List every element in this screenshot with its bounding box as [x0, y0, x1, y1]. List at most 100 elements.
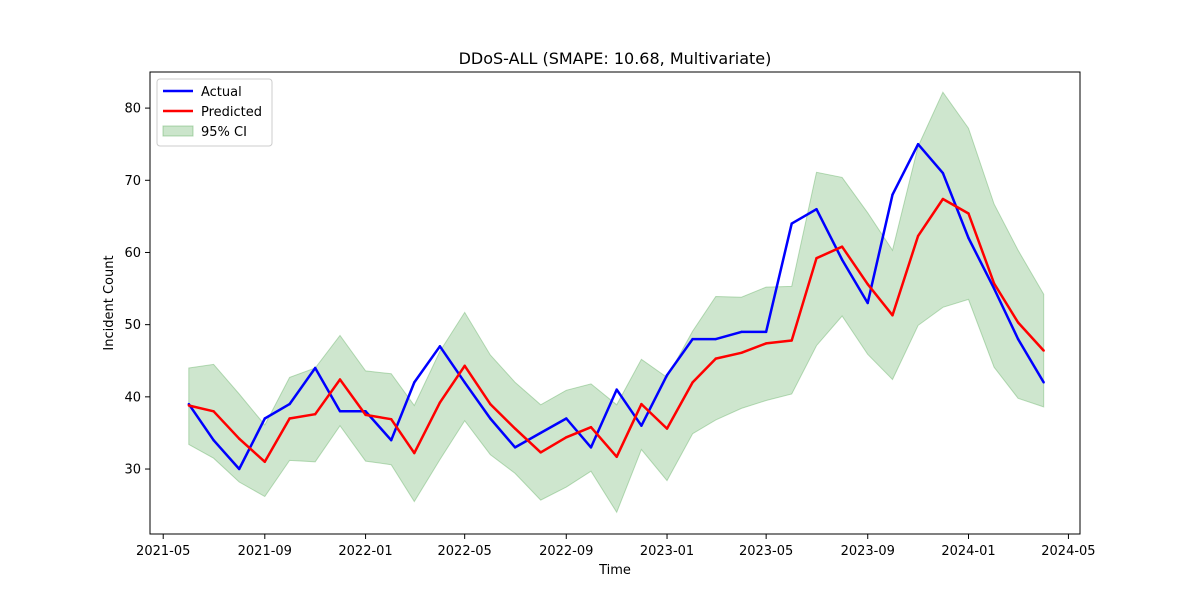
data-point-actual [640, 424, 643, 427]
data-point-actual [815, 208, 818, 211]
data-point-predicted [992, 282, 996, 285]
series-points-actual [187, 143, 1045, 471]
data-point-actual [565, 417, 568, 420]
data-point-predicted [764, 342, 768, 345]
data-point-predicted [539, 451, 542, 454]
data-point-predicted [1016, 321, 1020, 324]
x-tick-label: 2023-05 [739, 544, 793, 559]
y-axis-label: Incident Count [102, 255, 117, 350]
x-tick-label: 2024-05 [1041, 544, 1095, 559]
data-point-predicted [815, 257, 818, 260]
data-point-predicted [314, 413, 317, 416]
data-point-predicted [665, 427, 669, 430]
data-point-predicted [390, 418, 393, 421]
data-point-predicted [691, 381, 694, 384]
data-point-predicted [1042, 349, 1045, 352]
data-point-predicted [513, 427, 517, 430]
x-tick-label: 2022-05 [438, 544, 492, 559]
x-axis-label: Time [598, 563, 631, 578]
data-point-predicted [413, 451, 416, 455]
data-point-actual [438, 345, 442, 348]
x-tick-label: 2023-09 [841, 544, 895, 559]
data-point-predicted [187, 404, 190, 407]
data-point-actual [615, 388, 618, 391]
data-point-predicted [916, 234, 920, 238]
data-point-predicted [891, 314, 894, 317]
data-point-actual [238, 467, 241, 471]
data-point-actual [489, 417, 492, 420]
y-tick-label: 80 [124, 102, 141, 117]
data-point-actual [714, 337, 717, 341]
series-points-predicted [187, 197, 1045, 463]
data-point-actual [589, 446, 593, 449]
data-point-predicted [589, 426, 593, 429]
data-point-actual [288, 402, 291, 406]
x-tick-label: 2021-05 [136, 544, 190, 559]
data-point-predicted [288, 417, 291, 420]
data-point-actual [314, 366, 317, 370]
data-point-actual [992, 287, 996, 290]
data-point-actual [1042, 381, 1045, 384]
plot-frame [149, 71, 1081, 535]
data-point-predicted [790, 339, 793, 342]
data-point-predicted [615, 455, 618, 458]
data-point-predicted [714, 357, 717, 360]
y-tick-label: 70 [124, 174, 141, 189]
y-tick-label: 30 [124, 463, 141, 478]
data-point-predicted [364, 413, 367, 417]
data-point-actual [840, 258, 844, 261]
data-point-actual [513, 446, 517, 449]
data-point-actual [916, 143, 920, 146]
chart-title: DDoS-ALL (SMAPE: 10.68, Multivariate) [459, 49, 772, 68]
data-point-actual [891, 193, 894, 196]
data-point-predicted [565, 436, 568, 439]
data-point-actual [941, 171, 945, 175]
legend: Actual Predicted 95% CI [156, 78, 273, 147]
data-point-predicted [338, 378, 342, 381]
data-point-actual [390, 439, 393, 442]
y-tick-label: 60 [124, 246, 141, 261]
y-axis: 30 40 50 60 70 80 [124, 102, 150, 478]
legend-label-predicted: Predicted [201, 105, 262, 120]
data-point-predicted [967, 212, 970, 215]
data-point-actual [665, 374, 669, 377]
plot-area [187, 91, 1045, 514]
data-point-actual [212, 439, 215, 442]
data-point-predicted [840, 245, 844, 248]
data-point-actual [691, 337, 694, 341]
data-point-actual [539, 431, 542, 435]
x-tick-label: 2022-09 [539, 544, 593, 559]
data-point-predicted [740, 351, 743, 354]
data-point-actual [338, 410, 342, 413]
x-axis: 2021-05 2021-09 2022-01 2022-05 2022-09 2023-… [136, 534, 1096, 559]
data-point-actual [790, 222, 793, 225]
legend-box [156, 78, 273, 147]
data-point-actual [263, 417, 266, 420]
data-point-predicted [212, 410, 215, 413]
data-point-predicted [263, 460, 266, 463]
data-point-actual [740, 330, 743, 334]
y-tick-label: 40 [124, 390, 141, 405]
x-tick-label: 2022-01 [338, 544, 392, 559]
data-point-predicted [866, 283, 869, 286]
data-point-actual [364, 410, 367, 413]
legend-label-ci: 95% CI [201, 125, 247, 140]
x-tick-label: 2021-09 [238, 544, 292, 559]
data-point-predicted [463, 364, 466, 367]
ci-band [188, 91, 1045, 514]
legend-label-actual: Actual [201, 85, 242, 100]
data-point-actual [463, 381, 466, 384]
data-point-predicted [640, 402, 643, 406]
data-point-actual [866, 301, 869, 305]
y-tick-label: 50 [124, 318, 141, 333]
x-tick-label: 2024-01 [941, 544, 995, 559]
data-point-actual [1016, 337, 1020, 341]
data-point-predicted [438, 401, 442, 404]
data-point-predicted [941, 197, 945, 201]
x-tick-label: 2023-01 [640, 544, 694, 559]
data-point-actual [413, 381, 416, 384]
data-point-actual [967, 236, 970, 240]
data-point-predicted [489, 402, 492, 406]
data-point-actual [764, 330, 768, 334]
